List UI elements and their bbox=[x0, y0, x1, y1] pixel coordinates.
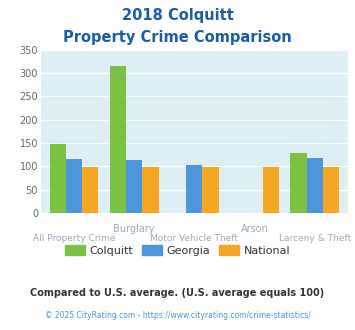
Bar bbox=[142, 167, 159, 213]
Text: All Property Crime: All Property Crime bbox=[33, 234, 115, 243]
Bar bbox=[186, 165, 202, 213]
Bar bbox=[307, 158, 323, 213]
Bar bbox=[110, 66, 126, 213]
Text: Motor Vehicle Theft: Motor Vehicle Theft bbox=[151, 234, 238, 243]
Bar bbox=[263, 167, 279, 213]
Bar bbox=[202, 167, 219, 213]
Text: Larceny & Theft: Larceny & Theft bbox=[279, 234, 351, 243]
Bar bbox=[50, 144, 66, 213]
Text: Property Crime Comparison: Property Crime Comparison bbox=[63, 30, 292, 45]
Bar bbox=[82, 167, 98, 213]
Text: Burglary: Burglary bbox=[113, 224, 155, 234]
Legend: Colquitt, Georgia, National: Colquitt, Georgia, National bbox=[60, 240, 295, 260]
Text: 2018 Colquitt: 2018 Colquitt bbox=[121, 8, 234, 23]
Bar bbox=[126, 160, 142, 213]
Text: © 2025 CityRating.com - https://www.cityrating.com/crime-statistics/: © 2025 CityRating.com - https://www.city… bbox=[45, 311, 310, 320]
Bar bbox=[323, 167, 339, 213]
Text: Arson: Arson bbox=[241, 224, 268, 234]
Bar bbox=[66, 159, 82, 213]
Text: Compared to U.S. average. (U.S. average equals 100): Compared to U.S. average. (U.S. average … bbox=[31, 288, 324, 298]
Bar bbox=[290, 153, 307, 213]
